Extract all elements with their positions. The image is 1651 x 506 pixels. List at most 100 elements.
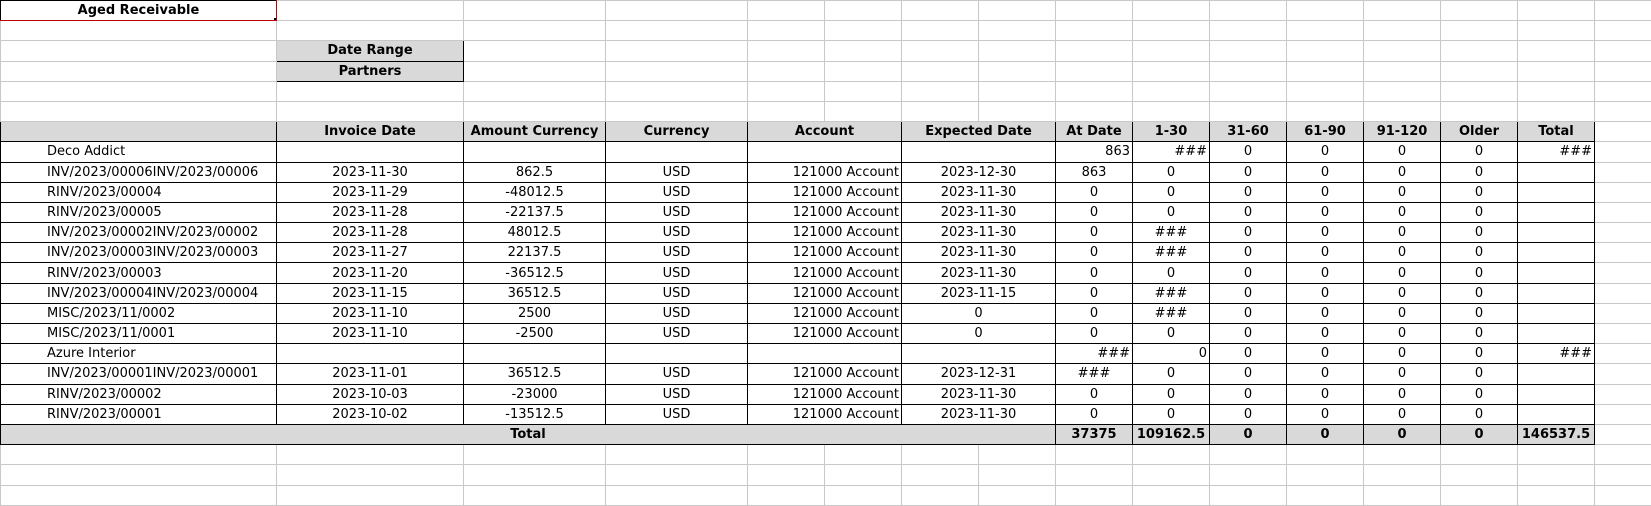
- aging-1-30-value[interactable]: 0: [1132, 383, 1210, 405]
- empty-cell[interactable]: [901, 80, 979, 102]
- empty-cell[interactable]: [276, 20, 464, 42]
- aging-61-90-value[interactable]: 0: [1286, 302, 1364, 325]
- empty-cell[interactable]: [1594, 161, 1651, 183]
- empty-cell[interactable]: [978, 444, 1056, 466]
- empty-cell[interactable]: [978, 0, 1056, 22]
- empty-cell[interactable]: [1132, 40, 1210, 62]
- empty-cell[interactable]: [0, 40, 277, 62]
- expected-date[interactable]: 2023-11-30: [901, 222, 1056, 244]
- empty-cell[interactable]: [1286, 80, 1364, 102]
- column-header[interactable]: Total: [1517, 121, 1595, 143]
- at-date-value[interactable]: 0: [1055, 383, 1133, 405]
- empty-cell[interactable]: [605, 40, 748, 62]
- empty-cell[interactable]: [1286, 20, 1364, 42]
- empty-cell[interactable]: [1594, 40, 1651, 62]
- cell[interactable]: [605, 141, 748, 163]
- empty-cell[interactable]: [1363, 464, 1441, 486]
- invoice-date[interactable]: 2023-11-28: [276, 222, 464, 244]
- empty-cell[interactable]: [1209, 60, 1287, 82]
- column-header[interactable]: 91-120: [1363, 121, 1441, 143]
- empty-cell[interactable]: [747, 60, 825, 82]
- empty-cell[interactable]: [1594, 0, 1651, 22]
- currency[interactable]: USD: [605, 322, 748, 345]
- empty-cell[interactable]: [1594, 20, 1651, 42]
- empty-cell[interactable]: [605, 100, 748, 123]
- at-date-value[interactable]: 0: [1055, 181, 1133, 203]
- empty-cell[interactable]: [824, 100, 902, 123]
- empty-cell[interactable]: [1209, 80, 1287, 102]
- older-value[interactable]: 0: [1440, 282, 1518, 304]
- aging-1-30-value[interactable]: 0: [1132, 262, 1210, 284]
- aging-31-60-value[interactable]: 0: [1209, 383, 1287, 405]
- empty-cell[interactable]: [1594, 262, 1651, 284]
- empty-cell[interactable]: [1286, 40, 1364, 62]
- empty-cell[interactable]: [1594, 383, 1651, 405]
- empty-cell[interactable]: [1132, 80, 1210, 102]
- aging-1-30-value[interactable]: ###: [1132, 302, 1210, 325]
- empty-cell[interactable]: [605, 60, 748, 82]
- totals-label[interactable]: Total: [0, 423, 1056, 446]
- empty-cell[interactable]: [1132, 60, 1210, 82]
- aging-91-120-value[interactable]: 0: [1363, 201, 1441, 224]
- account[interactable]: 121000 Account: [747, 403, 902, 425]
- account[interactable]: 121000 Account: [747, 302, 902, 325]
- empty-cell[interactable]: [824, 40, 902, 62]
- column-header[interactable]: At Date: [1055, 121, 1133, 143]
- aging-91-120-value[interactable]: 0: [1363, 161, 1441, 183]
- empty-cell[interactable]: [0, 100, 277, 123]
- empty-cell[interactable]: [1517, 464, 1595, 486]
- expected-date[interactable]: 0: [901, 302, 1056, 325]
- aging-61-90-value[interactable]: 0: [1286, 383, 1364, 405]
- empty-cell[interactable]: [1055, 484, 1133, 506]
- currency[interactable]: USD: [605, 302, 748, 325]
- empty-cell[interactable]: [276, 100, 464, 123]
- empty-cell[interactable]: [1440, 100, 1518, 123]
- aging-91-120-value[interactable]: 0: [1363, 141, 1441, 163]
- aging-1-30-value[interactable]: 0: [1132, 161, 1210, 183]
- empty-cell[interactable]: [1132, 20, 1210, 42]
- at-date-value[interactable]: 0: [1055, 322, 1133, 345]
- account[interactable]: 121000 Account: [747, 201, 902, 224]
- total-31-60[interactable]: 0: [1209, 423, 1287, 446]
- older-value[interactable]: 0: [1440, 383, 1518, 405]
- partner-name[interactable]: Azure Interior: [0, 343, 277, 365]
- empty-cell[interactable]: [1594, 80, 1651, 102]
- aging-61-90-value[interactable]: 0: [1286, 201, 1364, 224]
- aging-91-120-value[interactable]: 0: [1363, 343, 1441, 365]
- total-at-date[interactable]: 37375: [1055, 423, 1133, 446]
- empty-cell[interactable]: [463, 80, 606, 102]
- currency[interactable]: USD: [605, 242, 748, 264]
- empty-cell[interactable]: [1363, 20, 1441, 42]
- empty-cell[interactable]: [747, 484, 825, 506]
- empty-cell[interactable]: [978, 80, 1056, 102]
- aging-31-60-value[interactable]: 0: [1209, 161, 1287, 183]
- empty-cell[interactable]: [1363, 60, 1441, 82]
- aging-91-120-value[interactable]: 0: [1363, 222, 1441, 244]
- empty-cell[interactable]: [747, 444, 825, 466]
- invoice-row[interactable]: INV/2023/00006INV/2023/00006 2023-11-30 86…: [0, 161, 1651, 183]
- empty-cell[interactable]: [463, 40, 606, 62]
- aging-1-30-value[interactable]: ###: [1132, 242, 1210, 264]
- fill-handle[interactable]: [274, 18, 276, 20]
- at-date-value[interactable]: 0: [1055, 222, 1133, 244]
- currency[interactable]: USD: [605, 363, 748, 385]
- currency[interactable]: USD: [605, 181, 748, 203]
- aging-91-120-value[interactable]: 0: [1363, 242, 1441, 264]
- empty-cell[interactable]: [1286, 60, 1364, 82]
- cell[interactable]: [747, 343, 902, 365]
- invoice-row[interactable]: RINV/2023/00001 2023-10-02 -13512.5 USD 1210…: [0, 403, 1651, 425]
- older-value[interactable]: 0: [1440, 242, 1518, 264]
- at-date-value[interactable]: 863: [1055, 161, 1133, 183]
- aging-1-30-value[interactable]: 0: [1132, 403, 1210, 425]
- empty-cell[interactable]: [0, 484, 277, 506]
- empty-cell[interactable]: [824, 20, 902, 42]
- empty-cell[interactable]: [824, 60, 902, 82]
- partners-label[interactable]: Partners: [276, 60, 464, 82]
- empty-cell[interactable]: [901, 20, 979, 42]
- empty-cell[interactable]: [901, 464, 979, 486]
- empty-cell[interactable]: [1440, 40, 1518, 62]
- currency[interactable]: USD: [605, 161, 748, 183]
- cell[interactable]: [605, 343, 748, 365]
- expected-date[interactable]: 2023-11-30: [901, 242, 1056, 264]
